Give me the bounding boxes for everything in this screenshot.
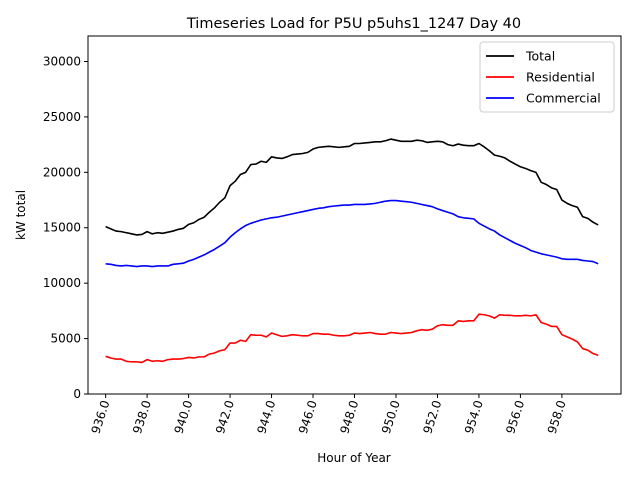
y-tick-label: 20000 [43, 165, 81, 179]
legend: Total Residential Commercial [479, 41, 615, 113]
series-line-total [105, 138, 599, 236]
x-tick-label: 954.0 [462, 399, 486, 436]
legend-box [479, 41, 615, 113]
x-tick-label: 958.0 [545, 399, 569, 436]
x-tick-label: 940.0 [172, 399, 196, 436]
y-tick-label: 30000 [43, 54, 81, 68]
x-tick-label: 938.0 [130, 399, 154, 436]
x-axis-label: Hour of Year [317, 451, 391, 465]
x-tick-label: 936.0 [89, 399, 113, 436]
legend-label-residential: Residential [526, 70, 595, 85]
y-tick-label: 15000 [43, 221, 81, 235]
y-tick-label: 0 [73, 387, 81, 401]
chart-title: Timeseries Load for P5U p5uhs1_1247 Day … [186, 16, 521, 32]
x-tick-label: 944.0 [254, 399, 278, 436]
y-axis-label: kW total [14, 190, 28, 240]
legend-label-commercial: Commercial [526, 91, 601, 106]
x-tick-label: 950.0 [379, 399, 403, 436]
x-tick-label: 948.0 [337, 399, 361, 436]
legend-label-total: Total [525, 49, 555, 64]
series-line-commercial [105, 199, 599, 268]
series-line-residential [105, 313, 599, 364]
y-axis: 0 5000 10000 15000 20000 25000 30000 [43, 54, 88, 401]
y-tick-label: 5000 [50, 332, 81, 346]
y-tick-label: 10000 [43, 276, 81, 290]
y-tick-label: 25000 [43, 110, 81, 124]
x-tick-label: 952.0 [420, 399, 444, 436]
x-tick-label: 942.0 [213, 399, 237, 436]
x-tick-label: 956.0 [503, 399, 527, 436]
x-tick-label: 946.0 [296, 399, 320, 436]
x-axis: 936.0 938.0 940.0 942.0 944.0 946.0 948.0 950.0… [89, 394, 569, 436]
series-lines [105, 138, 599, 364]
